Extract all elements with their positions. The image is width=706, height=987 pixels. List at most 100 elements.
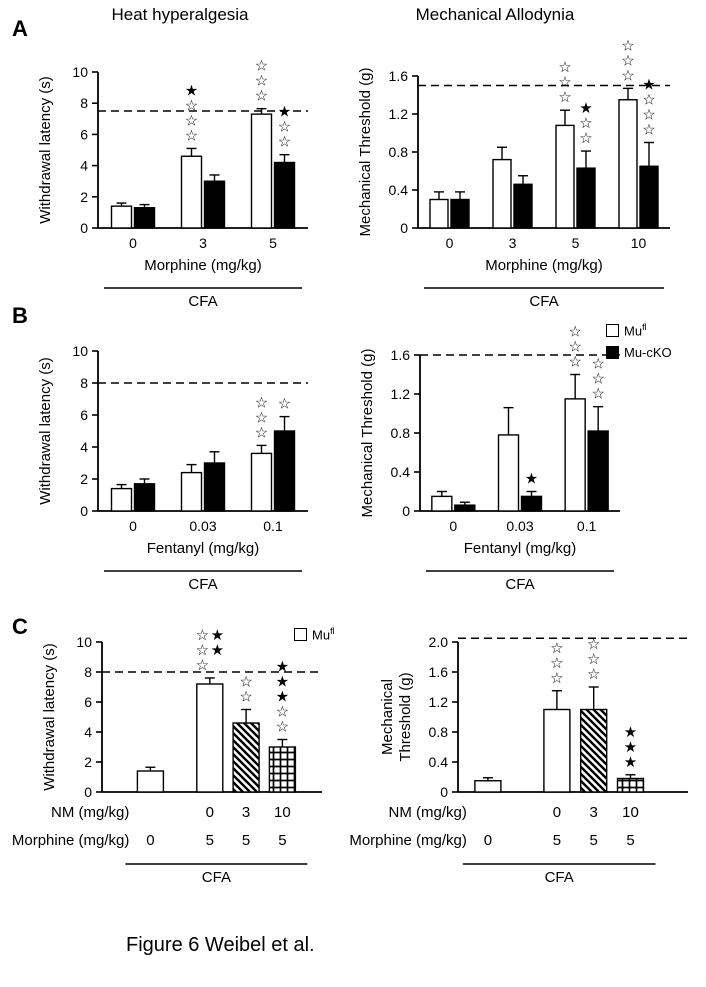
significance-star: ☆: [255, 424, 268, 441]
xrow-value: 5: [553, 832, 561, 849]
y-tick-label: 0.4: [389, 182, 409, 198]
bar: [180, 155, 203, 229]
y-axis-label: Withdrawal latency (s): [37, 357, 54, 505]
chart-mechanical-threshold-nm: 0 0.4 0.8 1.2 1.6 2.0 NM (mg/kg) 0 3 10 Morphine (…: [349, 634, 688, 886]
xrow-value: 10: [274, 804, 291, 821]
xrow-value: 5: [278, 832, 286, 849]
y-tick-label: 0.8: [429, 724, 449, 740]
y-axis-label: Threshold (g): [397, 672, 414, 761]
bar: [110, 487, 133, 512]
y-axis-label: Withdrawal latency (s): [37, 76, 54, 224]
xrow-value: 5: [590, 832, 598, 849]
y-tick-label: 1.6: [389, 68, 409, 84]
significance-star: ★: [211, 642, 224, 659]
significance-star: ★: [624, 739, 637, 756]
y-tick-label: 2: [80, 471, 88, 487]
bar: [136, 770, 165, 793]
cfa-label: CFA: [188, 576, 217, 593]
bar: [429, 198, 449, 229]
significance-star: ☆: [196, 657, 209, 674]
y-tick-label: 1.6: [429, 664, 449, 680]
bar: [520, 495, 543, 512]
significance-star: ★: [624, 754, 637, 771]
y-tick-label: 1.2: [391, 386, 411, 402]
bar: [180, 471, 203, 512]
xrow-value: 0: [206, 804, 214, 821]
bar: [133, 207, 156, 229]
x-axis-title: Morphine (mg/kg): [144, 257, 262, 274]
x-tick-label: 3: [199, 235, 207, 251]
significance-star: ☆: [278, 134, 291, 151]
bar: [555, 124, 575, 229]
y-tick-label: 1.2: [429, 694, 449, 710]
legend-item-mufl-c: Mufl: [294, 626, 335, 642]
bar: [110, 205, 133, 229]
significance-star: ★: [185, 82, 198, 99]
y-tick-label: 4: [84, 724, 92, 740]
bar: [232, 722, 260, 793]
significance-star: ☆: [278, 396, 291, 413]
bar: [250, 113, 273, 229]
bar: [454, 504, 476, 512]
y-tick-label: 2: [84, 754, 92, 770]
significance-star: ☆: [255, 58, 268, 75]
bar: [273, 430, 296, 512]
significance-star: ☆: [255, 88, 268, 105]
mufl-label: Mufl: [624, 322, 647, 339]
significance-star: ☆: [185, 112, 198, 129]
bar: [203, 180, 226, 229]
y-tick-label: 8: [84, 664, 92, 680]
significance-star: ☆: [591, 356, 604, 373]
significance-star: ☆: [255, 409, 268, 426]
mufl-label-c: Mufl: [312, 626, 335, 643]
significance-star: ☆: [568, 354, 581, 371]
significance-star: ☆: [587, 636, 600, 653]
significance-star: ☆: [558, 59, 571, 76]
xrow-value: 3: [242, 804, 250, 821]
title-mechanical-allodynia: Mechanical Allodynia: [415, 5, 575, 24]
significance-star: ☆: [621, 67, 634, 84]
significance-star: ☆: [239, 674, 252, 691]
y-tick-label: 0.8: [391, 425, 411, 441]
bar: [587, 430, 609, 512]
cfa-label: CFA: [188, 293, 217, 310]
x-tick-label: 0: [129, 518, 137, 534]
xrow-value: 0: [484, 832, 492, 849]
significance-star: ☆: [185, 127, 198, 144]
bar: [474, 780, 502, 793]
significance-star: ☆: [579, 115, 592, 132]
x-tick-label: 0.1: [263, 518, 283, 534]
bar: [579, 708, 608, 793]
significance-star: ★: [276, 674, 289, 691]
cfa-label: CFA: [505, 576, 534, 593]
y-tick-label: 10: [72, 343, 88, 359]
bar: [250, 452, 273, 512]
y-tick-label: 0.8: [389, 144, 409, 160]
bar: [492, 158, 512, 229]
bar: [543, 708, 571, 793]
xrow-value: 5: [242, 832, 250, 849]
xrow-label: Morphine (mg/kg): [12, 832, 130, 849]
significance-star: ☆: [642, 107, 655, 124]
figure-caption: Figure 6 Weibel et al.: [126, 934, 315, 956]
bar: [268, 746, 297, 793]
mucko-label: Mu-cKO: [624, 345, 672, 361]
xrow-label: Morphine (mg/kg): [349, 832, 467, 849]
significance-star: ☆: [196, 627, 209, 644]
chart-withdrawal-latency-nm: 0 2 4 6 8 10 NM (mg/kg) 0 3 10 Morphine (mg/kg) 0 5 5…: [12, 627, 322, 886]
mufl-swatch-c: [294, 627, 307, 641]
genotype-legend: Mufl Mu-cKO: [606, 322, 672, 367]
xrow-label: NM (mg/kg): [389, 804, 467, 821]
significance-star: ☆: [642, 92, 655, 109]
bar: [639, 165, 659, 229]
cfa-label: CFA: [529, 293, 558, 310]
x-axis-title: Morphine (mg/kg): [485, 257, 603, 274]
xrow-label: NM (mg/kg): [51, 804, 129, 821]
y-tick-label: 10: [76, 634, 92, 650]
y-tick-label: 0: [400, 220, 408, 236]
x-axis-title: Fentanyl (mg/kg): [147, 540, 260, 557]
x-tick-label: 3: [509, 235, 517, 251]
x-tick-label: 5: [572, 235, 580, 251]
y-tick-label: 8: [80, 375, 88, 391]
